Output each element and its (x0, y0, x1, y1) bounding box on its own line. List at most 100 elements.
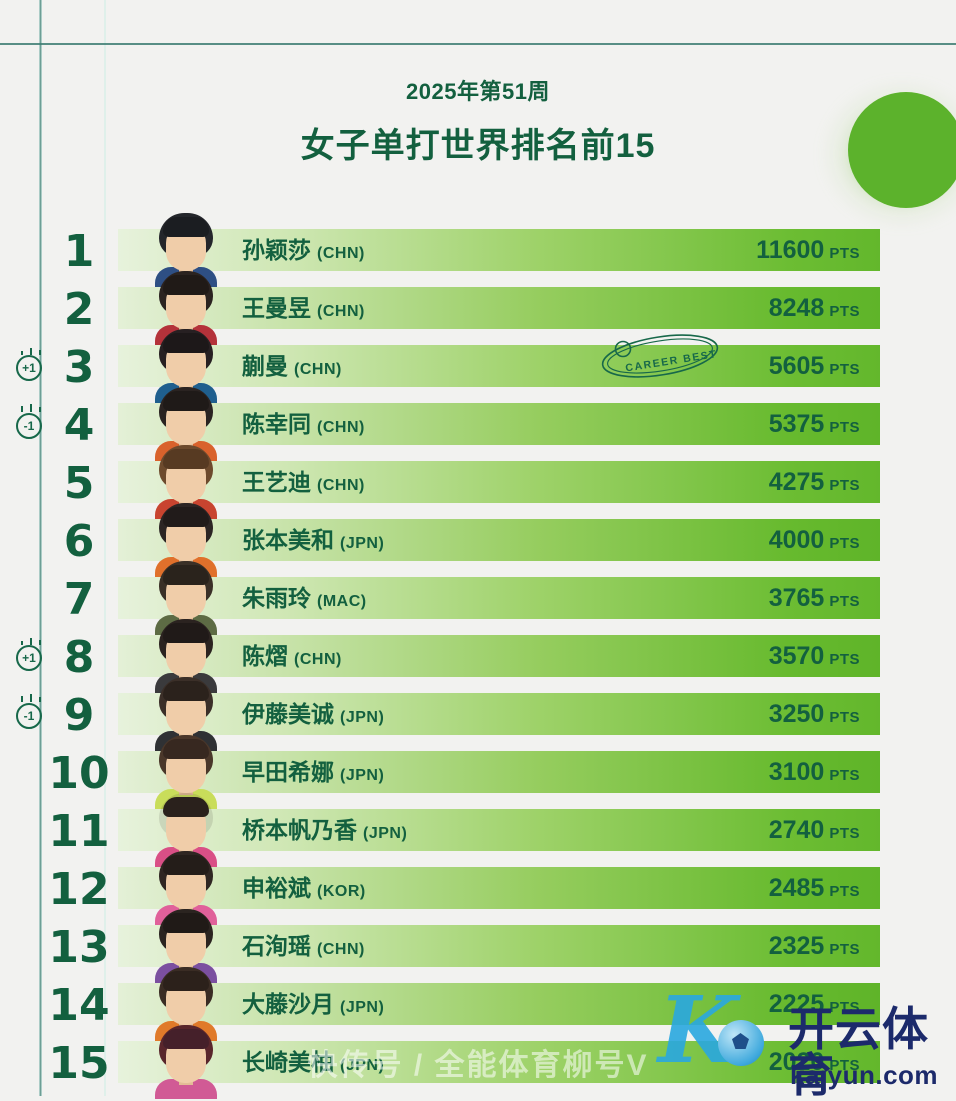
player-name-cell: 早田希娜 (JPN) (242, 747, 384, 797)
points-cell: 5375 PTS (769, 399, 860, 449)
player-name-cell: 张本美和 (JPN) (242, 515, 384, 565)
points-cell: 8248 PTS (769, 283, 860, 333)
rank-bar (118, 867, 880, 909)
points-cell: 11600 PTS (756, 225, 860, 275)
points-cell: 4275 PTS (769, 457, 860, 507)
table-row[interactable]: -1 9 伊藤美诚 (JPN) 3250 PTS (0, 677, 956, 751)
player-name: 早田希娜 (242, 759, 334, 785)
player-name-cell: 长崎美柚 (JPN) (242, 1037, 384, 1087)
career-best-stamp: CAREER BEST (598, 332, 722, 380)
rank-bar (118, 751, 880, 793)
player-name: 石洵瑶 (242, 933, 311, 959)
rank-number: 14 (48, 980, 110, 1031)
rank-bar (118, 519, 880, 561)
points-value: 2020 (768, 1048, 825, 1076)
points-cell: 2225 PTS (769, 979, 860, 1029)
player-country: (JPN) (340, 1057, 385, 1074)
rank-change-ticks (21, 404, 41, 412)
player-country: (CHN) (317, 303, 365, 320)
rank-number: 4 (63, 400, 95, 451)
points-cell: 2325 PTS (769, 921, 860, 971)
player-name-cell: 申裕斌 (KOR) (242, 863, 366, 913)
table-row[interactable]: 11 桥本帆乃香 (JPN) 2740 PTS (0, 793, 956, 867)
avatar-fringe (163, 1029, 209, 1049)
points-cell: 3250 PTS (769, 689, 860, 739)
points-cell: 3765 PTS (769, 573, 860, 623)
points-unit: PTS (829, 361, 860, 378)
points-cell: 2740 PTS (769, 805, 860, 855)
player-country: (JPN) (363, 825, 408, 842)
player-country: (CHN) (294, 651, 342, 668)
points-unit: PTS (829, 999, 860, 1016)
player-country: (CHN) (317, 941, 365, 958)
points-unit: PTS (829, 419, 860, 436)
rank-bar (118, 229, 880, 271)
points-value: 4000 (768, 526, 825, 554)
table-row[interactable]: 5 王艺迪 (CHN) 4275 PTS (0, 445, 956, 519)
points-value: 3100 (768, 758, 825, 786)
table-row[interactable]: 14 大藤沙月 (JPN) 2225 PTS (0, 967, 956, 1041)
avatar-fringe (163, 449, 209, 469)
rank-change-badge: +1 (16, 348, 42, 381)
svg-text:CAREER BEST: CAREER BEST (625, 348, 719, 374)
table-row[interactable]: 1 孙颖莎 (CHN) 11600 PTS (0, 213, 956, 287)
points-value: 2325 (768, 932, 825, 960)
player-name-cell: 陈熠 (CHN) (242, 631, 342, 681)
avatar-fringe (163, 623, 209, 643)
rank-change-badge: +1 (16, 638, 42, 671)
points-cell: 2020 PTS (769, 1037, 860, 1087)
player-name: 桥本帆乃香 (242, 817, 357, 843)
avatar-fringe (163, 913, 209, 933)
avatar-fringe (163, 681, 209, 701)
avatar-head (155, 847, 217, 925)
avatar-fringe (163, 855, 209, 875)
points-unit: PTS (829, 303, 860, 320)
table-row[interactable]: 7 朱雨玲 (MAC) 3765 PTS (0, 561, 956, 635)
rank-number: 13 (48, 922, 110, 973)
player-name: 申裕斌 (242, 875, 311, 901)
points-value: 5605 (768, 352, 825, 380)
points-unit: PTS (829, 709, 860, 726)
player-name: 朱雨玲 (242, 585, 311, 611)
player-name-cell: 孙颖莎 (CHN) (242, 225, 365, 275)
table-row[interactable]: 12 申裕斌 (KOR) 2485 PTS (0, 851, 956, 925)
table-row[interactable]: 2 王曼昱 (CHN) 8248 PTS (0, 271, 956, 345)
points-value: 8248 (768, 294, 825, 322)
rank-bar (118, 635, 880, 677)
player-name: 陈熠 (242, 643, 288, 669)
table-row[interactable]: +1 3 蒯曼 (CHN) 5605 PTS (0, 329, 956, 403)
rank-number: 8 (63, 632, 95, 683)
vertical-guide-line-2 (104, 0, 106, 1096)
rank-bar (118, 403, 880, 445)
avatar-fringe (163, 507, 209, 527)
table-row[interactable]: 13 石洵瑶 (CHN) 2325 PTS (0, 909, 956, 983)
player-name: 王艺迪 (242, 469, 311, 495)
avatar (148, 667, 224, 751)
rank-number: 7 (63, 574, 95, 625)
points-unit: PTS (829, 883, 860, 900)
table-row[interactable]: -1 4 陈幸同 (CHN) 5375 PTS (0, 387, 956, 461)
points-unit: PTS (829, 825, 860, 842)
points-value: 3570 (768, 642, 825, 670)
avatar-fringe (163, 797, 209, 817)
watermark-subtitle: 快传号 / 全能体育柳号V (307, 1049, 649, 1082)
points-value: 2740 (768, 816, 825, 844)
points-value: 11600 (756, 236, 825, 264)
points-cell: 4000 PTS (769, 515, 860, 565)
table-row[interactable]: 6 张本美和 (JPN) 4000 PTS (0, 503, 956, 577)
points-cell: 2485 PTS (769, 863, 860, 913)
avatar (148, 957, 224, 1041)
avatar-head (155, 963, 217, 1041)
player-name: 王曼昱 (242, 295, 311, 321)
rank-bar (118, 983, 880, 1025)
player-country: (CHN) (317, 419, 365, 436)
avatar (148, 1015, 224, 1099)
player-country: (CHN) (317, 245, 365, 262)
points-value: 4275 (768, 468, 825, 496)
rank-change-ticks (21, 347, 41, 355)
player-name: 大藤沙月 (242, 991, 334, 1017)
points-cell: 5605 PTS (769, 341, 860, 391)
table-row[interactable]: +1 8 陈熠 (CHN) 3570 PTS (0, 619, 956, 693)
table-row[interactable]: 10 早田希娜 (JPN) 3100 PTS (0, 735, 956, 809)
player-name: 陈幸同 (242, 411, 311, 437)
